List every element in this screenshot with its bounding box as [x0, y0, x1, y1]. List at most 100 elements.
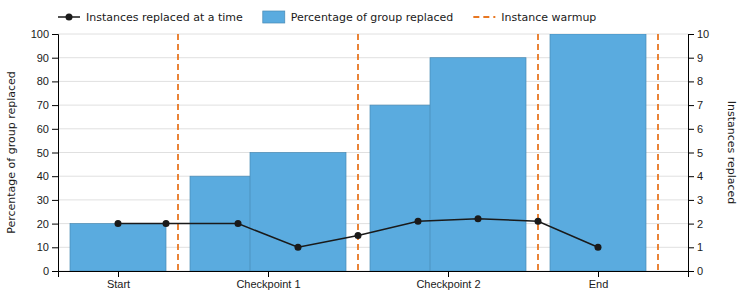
marker [355, 232, 362, 239]
y-tick-mark [688, 58, 694, 59]
y2-axis-title: Instances replaced [725, 101, 738, 205]
marker [295, 244, 302, 251]
y-tick-label: 60 [37, 123, 49, 135]
y-tick-label: 8 [697, 75, 703, 87]
y-tick: 20 [37, 218, 58, 230]
y-tick-label: 10 [697, 28, 709, 40]
y-tick: 7 [688, 99, 703, 111]
y-tick-label: 10 [37, 241, 49, 253]
y-tick-mark [688, 224, 694, 225]
line [118, 219, 598, 247]
y-tick-label: 0 [43, 265, 49, 277]
bar [70, 224, 166, 271]
y-tick-label: 2 [697, 218, 703, 230]
y-tick: 30 [37, 194, 58, 206]
plot: StartCheckpoint 1Checkpoint 2End01020304… [31, 28, 710, 290]
y-tick-mark [52, 176, 58, 177]
y-tick: 60 [37, 123, 58, 135]
y-tick-label: 5 [697, 147, 703, 159]
legend-swatch [473, 16, 495, 18]
x-tick-mark [268, 271, 269, 277]
y-tick-label: 9 [697, 52, 703, 64]
y-tick-label: 70 [37, 99, 49, 111]
y-tick: 50 [37, 147, 58, 159]
y-tick-label: 30 [37, 194, 49, 206]
axis-line [52, 35, 59, 272]
marker [163, 220, 170, 227]
legend-label: Instance warmup [501, 11, 596, 24]
legend-swatch [263, 11, 285, 23]
y-tick-label: 20 [37, 218, 49, 230]
marker [235, 220, 242, 227]
bars [70, 34, 646, 271]
y-tick: 40 [37, 170, 58, 182]
y-tick-label: 100 [31, 28, 49, 40]
y-tick: 10 [688, 28, 709, 40]
y-tick: 3 [688, 194, 703, 206]
marks [70, 34, 658, 271]
y-axis-title: Percentage of group replaced [5, 71, 18, 234]
y-tick: 4 [688, 170, 703, 182]
y-tick-label: 80 [37, 75, 49, 87]
y-tick-mark [688, 176, 694, 177]
x-axis: Start Checkpoint 1 Checkpoint 2 End [59, 271, 689, 290]
y-tick-label: 7 [697, 99, 703, 111]
y-tick: 5 [688, 147, 703, 159]
warmup-line [657, 34, 659, 271]
y-tick: 0 [688, 265, 703, 277]
x-tick: Start [107, 271, 130, 290]
y-tick: 8 [688, 75, 703, 87]
y-tick-mark [688, 105, 694, 106]
x-tick: Checkpoint 1 [236, 271, 300, 290]
marker [475, 215, 482, 222]
y-tick-label: 4 [697, 170, 703, 182]
y-tick-mark [52, 105, 58, 106]
y-tick-mark [52, 58, 58, 59]
grid [58, 34, 688, 271]
y-tick-mark [688, 34, 694, 35]
x-tick-mark [598, 271, 599, 277]
y-tick-mark [688, 247, 694, 248]
y-tick-mark [52, 129, 58, 130]
y-tick: 80 [37, 75, 58, 87]
marker [535, 218, 542, 225]
bar [250, 153, 346, 272]
y-tick-label: 3 [697, 194, 703, 206]
vlines [178, 34, 658, 271]
y-tick-label: 40 [37, 170, 49, 182]
x-tick: End [589, 271, 609, 290]
axis-line [59, 272, 689, 278]
x-tick-label: Start [107, 278, 130, 290]
y-tick-mark [688, 153, 694, 154]
legend-label: Percentage of group replaced [291, 11, 454, 24]
x-tick-mark [118, 271, 119, 277]
y-tick-mark [52, 153, 58, 154]
y-tick-mark [52, 81, 58, 82]
y-tick-label: 90 [37, 52, 49, 64]
chart: StartCheckpoint 1Checkpoint 2End01020304… [0, 0, 740, 301]
y-tick: 10 [37, 241, 58, 253]
x-tick-label: End [589, 278, 609, 290]
bar [430, 58, 526, 271]
y-tick: 100 [31, 28, 58, 40]
marker [415, 218, 422, 225]
warmup-line [177, 34, 179, 271]
x-tick-mark [448, 271, 449, 277]
y-tick-mark [52, 247, 58, 248]
y-tick: 6 [688, 123, 703, 135]
y-tick-mark [52, 34, 58, 35]
marker [595, 244, 602, 251]
y-tick: 90 [37, 52, 58, 64]
y-tick: 2 [688, 218, 703, 230]
y-tick-label: 50 [37, 147, 49, 159]
y-tick: 9 [688, 52, 703, 64]
y-tick-mark [52, 200, 58, 201]
legend-marker [66, 14, 73, 21]
x-tick-label: Checkpoint 2 [416, 278, 480, 290]
legend-item: Instances replaced at a time [58, 11, 243, 24]
y-tick-mark [688, 129, 694, 130]
axis-line [689, 35, 695, 272]
y-tick: 0 [43, 265, 58, 277]
legend: Instances replaced at a time Percentage o… [58, 11, 596, 24]
y-tick-label: 0 [697, 265, 703, 277]
